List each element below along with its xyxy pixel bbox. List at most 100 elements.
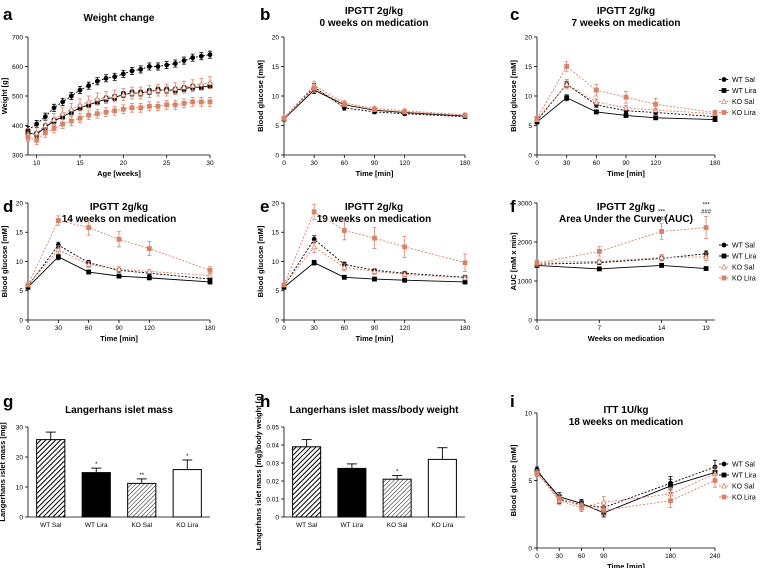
data-point — [653, 115, 659, 121]
data-point — [172, 102, 178, 108]
data-point — [462, 260, 468, 266]
data-point — [653, 101, 659, 107]
data-point — [94, 111, 100, 117]
y-tick-label: 5 — [19, 288, 23, 295]
y-tick-label: 15 — [16, 230, 24, 237]
x-tick-label: 25 — [163, 160, 171, 167]
data-point — [86, 112, 92, 118]
x-tick-label: 180 — [460, 325, 471, 332]
data-point — [42, 130, 48, 136]
data-point — [712, 478, 718, 483]
data-point — [86, 83, 92, 89]
data-point — [164, 102, 170, 108]
x-axis-label: Time [min] — [356, 169, 394, 178]
x-tick-label: 19 — [702, 325, 710, 332]
series-line — [27, 220, 211, 286]
bar-wt-sal — [36, 439, 66, 518]
y-tick-label: 2000 — [518, 239, 533, 246]
data-point — [116, 265, 122, 272]
series-line — [536, 97, 716, 123]
data-point — [311, 260, 317, 266]
series-ko-lira — [534, 61, 718, 121]
series-ko-lira — [534, 216, 709, 267]
data-point — [372, 235, 377, 241]
legend-entry: WT Lira — [732, 473, 756, 480]
panel-label-a: a — [3, 5, 13, 24]
data-point — [658, 254, 665, 261]
panel-title-i: ITT 1U/kg — [603, 405, 648, 416]
y-tick-label: 5 — [275, 123, 279, 130]
panel-subtitle-f: Area Under the Curve (AUC) — [559, 214, 693, 225]
panel-label-i: i — [510, 392, 515, 411]
data-point — [198, 80, 205, 87]
data-point — [462, 113, 468, 118]
panel-label-g: g — [3, 392, 13, 411]
legend-entry: WT Sal — [732, 77, 755, 84]
bar-wt-lira — [81, 472, 111, 518]
x-axis-label: Time [min] — [100, 334, 138, 343]
x-tick-label: 0 — [282, 160, 286, 167]
series-line — [283, 262, 466, 288]
x-tick-label: 15 — [76, 160, 84, 167]
data-point — [25, 282, 31, 288]
data-point — [462, 279, 468, 285]
data-point — [146, 246, 152, 252]
data-point — [94, 95, 101, 102]
data-point — [703, 266, 709, 271]
series-line — [536, 83, 716, 122]
x-tick-label: WT Lira — [341, 522, 364, 529]
panel-label-c: c — [510, 5, 519, 24]
panel-title-d: IPGTT 2g/kg — [90, 202, 148, 213]
x-tick-label: 120 — [399, 160, 410, 167]
data-point — [281, 282, 287, 288]
data-point — [116, 236, 122, 242]
y-tick-label: 10 — [272, 93, 280, 100]
data-point — [51, 126, 57, 131]
x-tick-label: WT Sal — [296, 522, 318, 529]
bar-wt-lira — [337, 467, 367, 518]
y-tick-label: 10 — [16, 484, 24, 491]
data-point — [198, 99, 204, 105]
legend-marker — [721, 275, 727, 281]
y-axis-label: Blood glucose [mM] — [0, 225, 9, 297]
x-tick-label: 120 — [399, 325, 410, 332]
x-tick-label: 30 — [311, 160, 319, 167]
data-point — [564, 95, 570, 101]
y-tick-label: 500 — [12, 93, 23, 100]
series-line — [536, 466, 716, 508]
panel-subtitle-b: 0 weeks on medication — [320, 18, 429, 29]
y-axis-label: Blood glucose [mM] — [509, 60, 518, 132]
series-ko-lira — [25, 215, 213, 288]
significance-marker: ### — [701, 210, 712, 216]
series-wt-sal — [25, 50, 213, 134]
data-point — [137, 89, 144, 96]
data-point — [181, 100, 187, 106]
x-tick-label: 10 — [33, 160, 41, 167]
x-tick-label: 90 — [371, 325, 379, 332]
panel-title-e: IPGTT 2g/kg — [345, 202, 403, 213]
data-point — [402, 277, 408, 283]
y-tick-label: 3000 — [518, 200, 533, 207]
data-point — [703, 225, 709, 230]
data-point — [146, 275, 152, 281]
x-tick-label: KO Lira — [176, 522, 198, 529]
y-tick-label: 10 — [16, 259, 24, 266]
legend-i: WT Sal WT Lira KO Sal KO Lira — [719, 462, 756, 502]
y-tick-label: 0 — [528, 317, 532, 324]
data-point — [33, 129, 40, 136]
legend-entry: KO Sal — [732, 484, 755, 491]
bar-ko-sal — [382, 478, 412, 518]
y-axis-label: AUC [mM x min] — [509, 232, 518, 290]
x-axis-label: Time [min] — [607, 169, 645, 178]
data-point — [534, 116, 540, 121]
x-tick-label: WT Lira — [85, 522, 108, 529]
panel-title-a: Weight change — [84, 13, 155, 24]
legend-marker — [721, 472, 727, 478]
data-point — [659, 229, 664, 234]
data-point — [593, 98, 600, 105]
bar-ko-sal — [127, 482, 157, 518]
data-point — [111, 92, 118, 99]
panel-title-h: Langerhans islet mass/body weight — [290, 405, 460, 416]
legend-entry: WT Lira — [732, 254, 756, 261]
